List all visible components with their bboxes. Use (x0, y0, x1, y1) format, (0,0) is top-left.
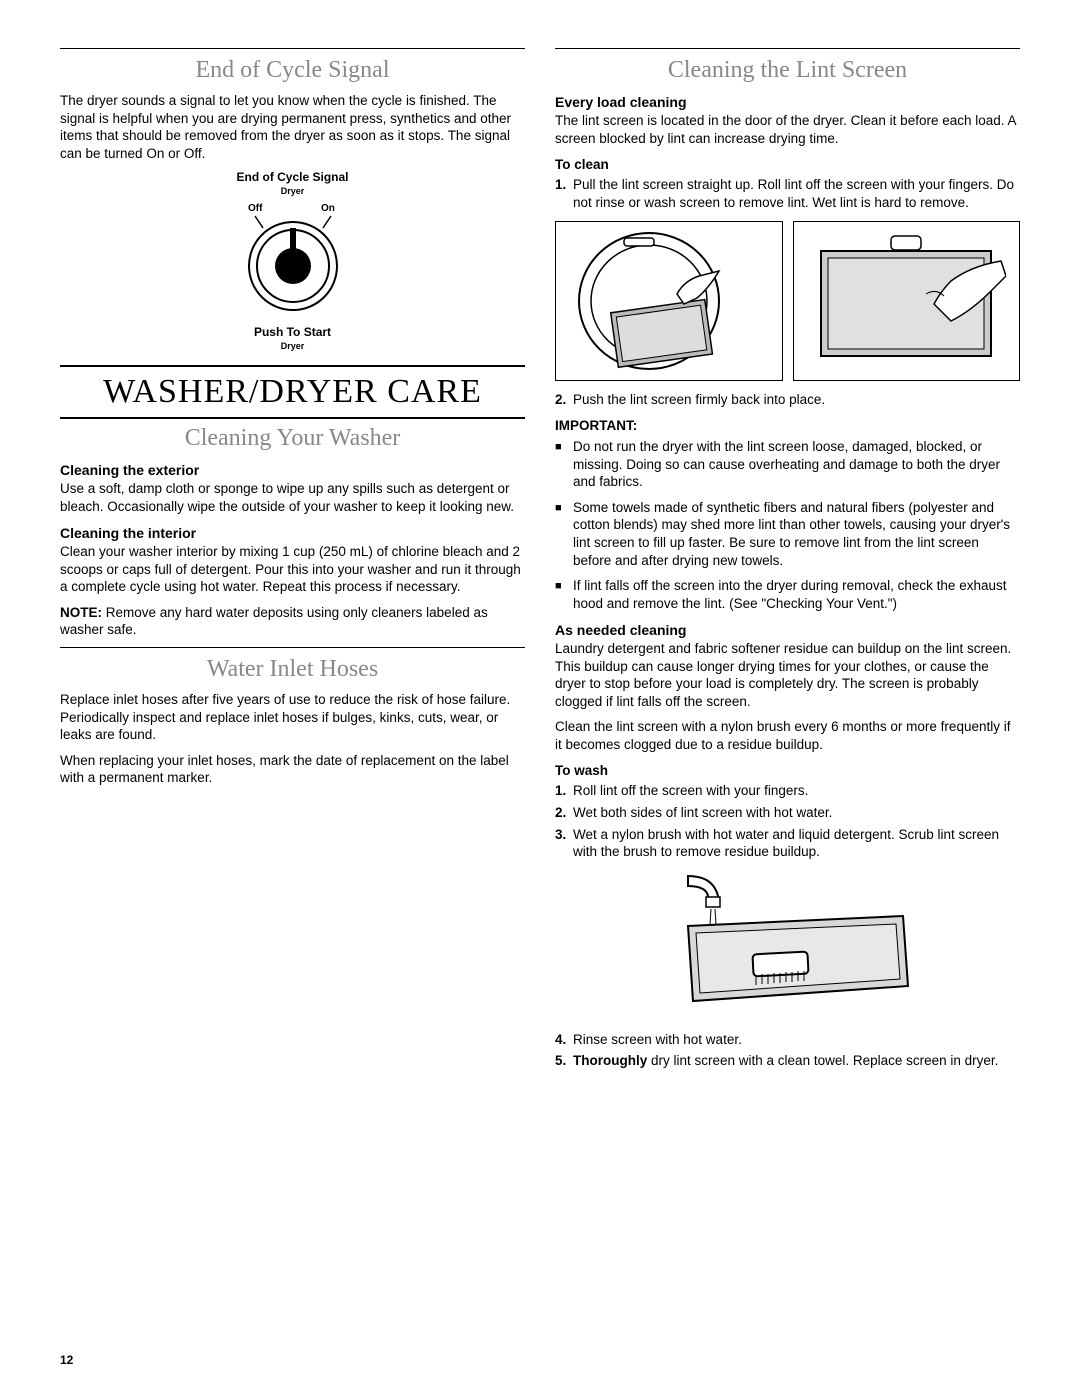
to-wash-list-2: 4.Rinse screen with hot water. 5.Thoroug… (555, 1031, 1020, 1070)
water-inlet-title: Water Inlet Hoses (60, 656, 525, 683)
page-number: 12 (60, 1353, 73, 1367)
faucet-brush-icon (658, 871, 918, 1021)
to-clean-head: To clean (555, 157, 1020, 172)
as-needed-head: As needed cleaning (555, 622, 1020, 638)
rule (60, 647, 525, 648)
wih-body2: When replacing your inlet hoses, mark th… (60, 752, 525, 787)
interior-note: NOTE: Remove any hard water deposits usi… (60, 604, 525, 639)
every-load-body: The lint screen is located in the door o… (555, 112, 1020, 147)
wash-figure (658, 871, 918, 1021)
end-of-cycle-title: End of Cycle Signal (60, 57, 525, 84)
door-lint-icon (569, 226, 769, 376)
page-content: End of Cycle Signal The dryer sounds a s… (60, 40, 1020, 1078)
eoc-fig-caption: End of Cycle Signal (60, 170, 525, 184)
cleaning-washer-title: Cleaning Your Washer (60, 425, 525, 452)
right-column: Cleaning the Lint Screen Every load clea… (555, 40, 1020, 1078)
list-item: 1.Pull the lint screen straight up. Roll… (573, 176, 1020, 211)
list-item: If lint falls off the screen into the dr… (573, 577, 1020, 612)
list-item: 3.Wet a nylon brush with hot water and l… (573, 826, 1020, 861)
lint-fig-2 (793, 221, 1021, 381)
interior-body: Clean your washer interior by mixing 1 c… (60, 543, 525, 596)
list-item: 2.Wet both sides of lint screen with hot… (573, 804, 1020, 822)
rule-thick (60, 365, 525, 367)
push-dryer-label: Dryer (60, 341, 525, 351)
lint-screen-title: Cleaning the Lint Screen (555, 57, 1020, 84)
eoc-fig-dryer-label: Dryer (60, 186, 525, 196)
push-to-start-label: Push To Start (60, 325, 525, 339)
list-item: 4.Rinse screen with hot water. (573, 1031, 1020, 1049)
svg-text:Off: Off (248, 203, 263, 214)
eoc-figure: End of Cycle Signal Dryer Off On Push To… (60, 170, 525, 351)
svg-text:On: On (321, 203, 335, 214)
to-wash-list: 1.Roll lint off the screen with your fin… (555, 782, 1020, 860)
rule (60, 48, 525, 49)
as-needed-body1: Laundry detergent and fabric softener re… (555, 640, 1020, 710)
important-list: Do not run the dryer with the lint scree… (555, 438, 1020, 612)
list-item: Some towels made of synthetic fibers and… (573, 499, 1020, 569)
lint-fig-1 (555, 221, 783, 381)
list-item: 5.Thoroughly dry lint screen with a clea… (573, 1052, 1020, 1070)
left-column: End of Cycle Signal The dryer sounds a s… (60, 40, 525, 1078)
important-label: IMPORTANT: (555, 417, 1020, 435)
to-clean-list: 1.Pull the lint screen straight up. Roll… (555, 176, 1020, 211)
list-item: 2.Push the lint screen firmly back into … (573, 391, 1020, 409)
screen-wipe-icon (806, 226, 1006, 376)
list-item: 1.Roll lint off the screen with your fin… (573, 782, 1020, 800)
exterior-head: Cleaning the exterior (60, 462, 525, 478)
dial-icon: Off On (213, 196, 373, 316)
exterior-body: Use a soft, damp cloth or sponge to wipe… (60, 480, 525, 515)
interior-head: Cleaning the interior (60, 525, 525, 541)
eoc-body: The dryer sounds a signal to let you kno… (60, 92, 525, 162)
care-title: WASHER/DRYER CARE (60, 373, 525, 411)
wih-body1: Replace inlet hoses after five years of … (60, 691, 525, 744)
to-clean-list-2: 2.Push the lint screen firmly back into … (555, 391, 1020, 409)
rule (555, 48, 1020, 49)
every-load-head: Every load cleaning (555, 94, 1020, 110)
rule-thick (60, 417, 525, 419)
lint-figures (555, 221, 1020, 381)
to-wash-head: To wash (555, 763, 1020, 778)
list-item: Do not run the dryer with the lint scree… (573, 438, 1020, 491)
as-needed-body2: Clean the lint screen with a nylon brush… (555, 718, 1020, 753)
